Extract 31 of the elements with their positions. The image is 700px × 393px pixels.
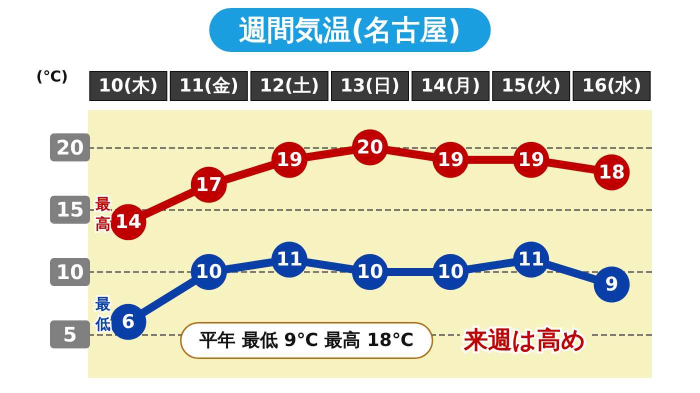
data-label: 10 bbox=[196, 261, 222, 284]
y-tick-label: 20 bbox=[56, 135, 84, 160]
chart-title: 週間気温(名古屋) bbox=[239, 14, 461, 46]
data-label: 11 bbox=[276, 248, 303, 271]
data-label: 14 bbox=[115, 211, 142, 234]
data-label: 6 bbox=[122, 310, 135, 333]
data-label: 19 bbox=[276, 148, 303, 171]
data-label: 10 bbox=[356, 261, 384, 284]
data-label: 19 bbox=[518, 148, 544, 171]
series-label: 最低 bbox=[94, 294, 110, 333]
x-tick-label: 13(日) bbox=[340, 76, 400, 96]
data-label: 10 bbox=[437, 261, 464, 284]
x-tick-label: 10(木) bbox=[98, 76, 158, 96]
x-tick-label: 15(火) bbox=[501, 76, 561, 96]
series-label: 最高 bbox=[94, 195, 110, 234]
data-label: 20 bbox=[356, 136, 384, 158]
annotation: 平年 最低 9℃ 最高 18℃ bbox=[198, 330, 414, 351]
x-tick-label: 14(月) bbox=[420, 76, 480, 96]
x-tick-label: 16(水) bbox=[582, 76, 642, 96]
data-label: 11 bbox=[518, 248, 544, 271]
data-label: 9 bbox=[605, 274, 618, 296]
x-tick-label: 12(土) bbox=[260, 76, 320, 96]
x-tick-label: 11(金) bbox=[179, 76, 239, 96]
annotation: 来週は高め bbox=[463, 326, 586, 354]
y-tick-label: 10 bbox=[56, 260, 84, 284]
y-tick-label: 5 bbox=[63, 322, 77, 346]
data-label: 17 bbox=[196, 174, 222, 196]
y-tick-label: 15 bbox=[56, 198, 84, 222]
y-axis-title: (℃) bbox=[36, 68, 68, 86]
data-label: 18 bbox=[598, 161, 625, 184]
data-label: 19 bbox=[437, 148, 464, 171]
